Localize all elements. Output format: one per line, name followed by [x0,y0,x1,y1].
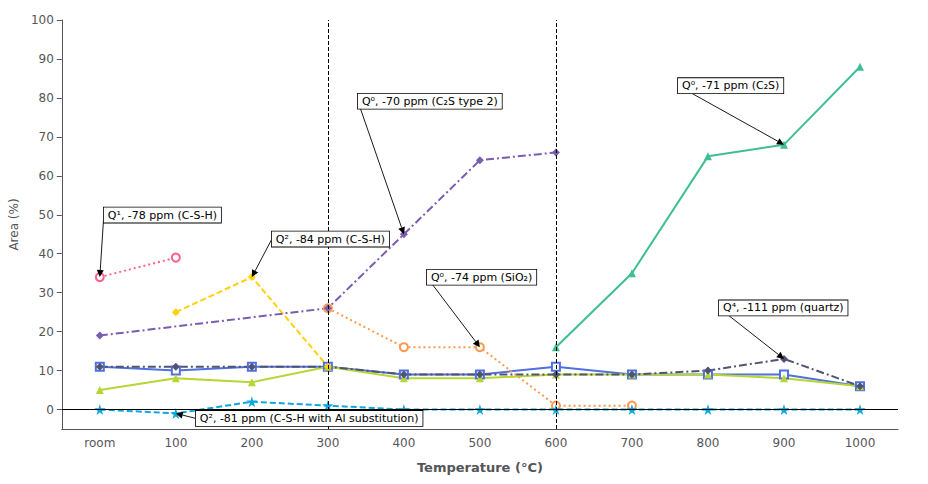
svg-text:900: 900 [773,436,796,450]
svg-text:Q⁰, -70 ppm (C₂S type 2): Q⁰, -70 ppm (C₂S type 2) [362,95,498,108]
svg-text:300: 300 [316,436,339,450]
svg-text:60: 60 [39,169,54,183]
svg-text:100: 100 [31,13,54,27]
svg-text:Q⁰, -71 ppm (C₂S): Q⁰, -71 ppm (C₂S) [682,79,779,92]
svg-text:Q⁴, -111 ppm (quartz): Q⁴, -111 ppm (quartz) [723,301,844,314]
svg-text:700: 700 [620,436,643,450]
svg-text:0: 0 [46,403,54,417]
svg-text:room: room [84,436,115,450]
svg-text:Q⁰, -74 ppm (SiO₂): Q⁰, -74 ppm (SiO₂) [431,271,532,284]
svg-text:20: 20 [39,325,54,339]
svg-text:Q², -84 ppm (C-S-H): Q², -84 ppm (C-S-H) [276,233,385,246]
svg-text:800: 800 [697,436,720,450]
svg-text:600: 600 [544,436,567,450]
svg-text:Temperature (°C): Temperature (°C) [417,460,543,475]
svg-text:Q¹, -78 ppm (C-S-H): Q¹, -78 ppm (C-S-H) [108,209,217,222]
svg-text:400: 400 [392,436,415,450]
svg-text:50: 50 [39,208,54,222]
svg-text:10: 10 [39,364,54,378]
svg-text:80: 80 [39,91,54,105]
svg-text:90: 90 [39,52,54,66]
svg-text:500: 500 [468,436,491,450]
svg-text:30: 30 [39,286,54,300]
svg-text:200: 200 [240,436,263,450]
svg-text:70: 70 [39,130,54,144]
svg-text:Area (%): Area (%) [7,198,21,250]
svg-text:100: 100 [164,436,187,450]
svg-text:1000: 1000 [845,436,876,450]
svg-text:Q², -81 ppm (C-S-H with Al sub: Q², -81 ppm (C-S-H with Al substitution) [200,412,419,425]
svg-text:40: 40 [39,247,54,261]
